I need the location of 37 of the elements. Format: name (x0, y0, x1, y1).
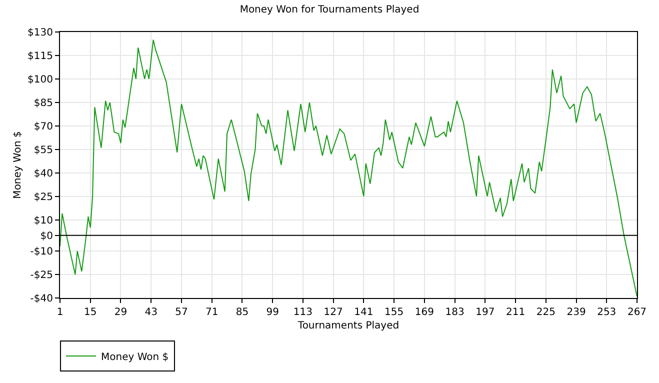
y-tick-label: $85 (34, 98, 53, 109)
y-tick-label: $10 (34, 215, 53, 226)
y-axis-title: Money Won $ (12, 131, 24, 199)
y-tick-label: $40 (34, 168, 53, 180)
x-tick-label: 253 (597, 307, 616, 318)
y-tick-label: $25 (34, 192, 53, 203)
x-tick-label: 211 (506, 307, 526, 318)
x-tick-label: 169 (414, 307, 434, 318)
x-tick-label: 155 (384, 307, 404, 318)
x-axis-title: Tournaments Played (296, 320, 400, 332)
x-tick-label: 225 (536, 307, 556, 318)
x-tick-label: 29 (114, 307, 128, 318)
x-tick-label: 127 (324, 307, 343, 318)
y-tick-label: -$25 (30, 270, 53, 282)
x-tick-label: 239 (566, 307, 586, 318)
x-tick-label: 1 (56, 307, 64, 318)
x-tick-label: 85 (236, 307, 249, 318)
x-tick-label: 183 (445, 307, 464, 318)
x-tick-label: 57 (175, 307, 188, 318)
y-tick-label: -$10 (30, 246, 53, 258)
y-tick-label: $130 (28, 28, 53, 38)
y-tick-label: $55 (34, 144, 53, 156)
x-tick-label: 267 (627, 307, 647, 318)
x-tick-label: 43 (144, 307, 158, 318)
y-tick-label: $100 (28, 74, 53, 86)
x-tick-label: 141 (354, 307, 374, 318)
x-tick-label: 99 (266, 307, 279, 318)
y-tick-label: $70 (34, 121, 53, 132)
y-tick-label: $0 (40, 230, 53, 242)
x-tick-label: 197 (476, 307, 495, 318)
x-tick-label: 71 (205, 307, 218, 318)
y-tick-label: $115 (28, 50, 53, 62)
x-tick-label: 113 (293, 307, 312, 318)
legend-label: Money Won $ (101, 352, 169, 363)
x-tick-label: 15 (84, 307, 97, 318)
chart-title: Money Won for Tournaments Played (240, 4, 420, 16)
y-tick-label: -$40 (30, 294, 53, 304)
